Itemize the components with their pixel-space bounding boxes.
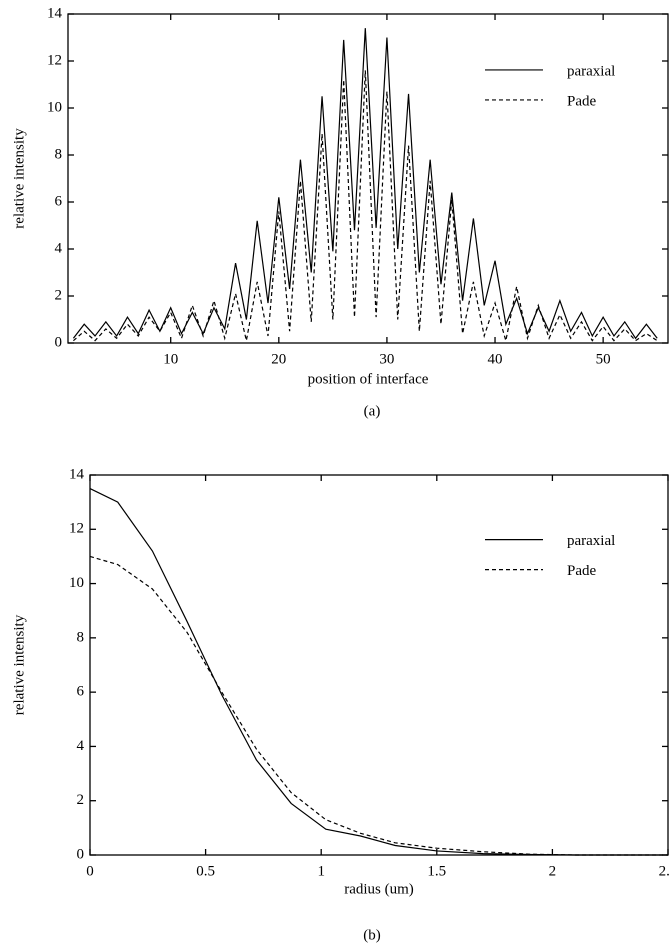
x-tick-label: 1 — [317, 863, 325, 879]
x-tick-label: 10 — [163, 351, 178, 367]
y-tick-label: 6 — [55, 193, 63, 209]
y-tick-label: 2 — [77, 792, 85, 808]
y-tick-label: 14 — [69, 466, 85, 482]
y-tick-label: 4 — [55, 240, 63, 256]
y-tick-label: 2 — [55, 287, 63, 303]
y-tick-label: 4 — [77, 738, 85, 754]
x-tick-label: 20 — [271, 351, 286, 367]
y-axis-label: relative intensity — [11, 128, 27, 229]
y-tick-label: 0 — [55, 334, 63, 350]
plot-frame — [67, 13, 669, 344]
x-axis-label: radius (um) — [344, 881, 414, 897]
x-tick-label: 40 — [488, 351, 503, 367]
x-axis-label: position of interface — [308, 371, 429, 387]
x-tick-label: 30 — [379, 351, 394, 367]
x-tick-label: 50 — [596, 351, 611, 367]
plot-frame — [89, 474, 669, 856]
x-tick-label: 2 — [549, 863, 557, 879]
chart: 0 2 4 6 8 10 12 14 10 20 30 40 50 position of interfa… — [11, 5, 669, 419]
legend-label: paraxial — [567, 533, 615, 549]
caption: (b) — [363, 927, 381, 943]
x-tick-label: 0.5 — [196, 863, 215, 879]
y-tick-label: 8 — [77, 629, 85, 645]
series-line — [89, 488, 668, 856]
y-tick-label: 8 — [55, 146, 63, 162]
legend-label: Pade — [567, 563, 597, 579]
series-line — [73, 70, 658, 342]
legend-label: paraxial — [567, 63, 615, 79]
y-tick-label: 0 — [77, 846, 85, 862]
y-tick-label: 14 — [47, 5, 63, 21]
y-tick-label: 12 — [69, 521, 84, 537]
chart: 0 2 4 6 8 10 12 14 0 0.5 1 1.5 2 2.5 radius (um) relati… — [11, 466, 670, 943]
y-tick-label: 6 — [77, 684, 85, 700]
series-line — [72, 28, 658, 340]
y-axis-label: relative intensity — [11, 614, 27, 715]
y-tick-label: 10 — [47, 99, 62, 115]
caption: (a) — [364, 403, 381, 419]
x-tick-label: 0 — [86, 863, 94, 879]
series-line — [89, 555, 668, 856]
y-tick-label: 12 — [47, 52, 62, 68]
x-tick-label: 2.5 — [659, 863, 670, 879]
y-tick-label: 10 — [69, 575, 84, 591]
x-tick-label: 1.5 — [427, 863, 446, 879]
legend-label: Pade — [567, 93, 597, 109]
